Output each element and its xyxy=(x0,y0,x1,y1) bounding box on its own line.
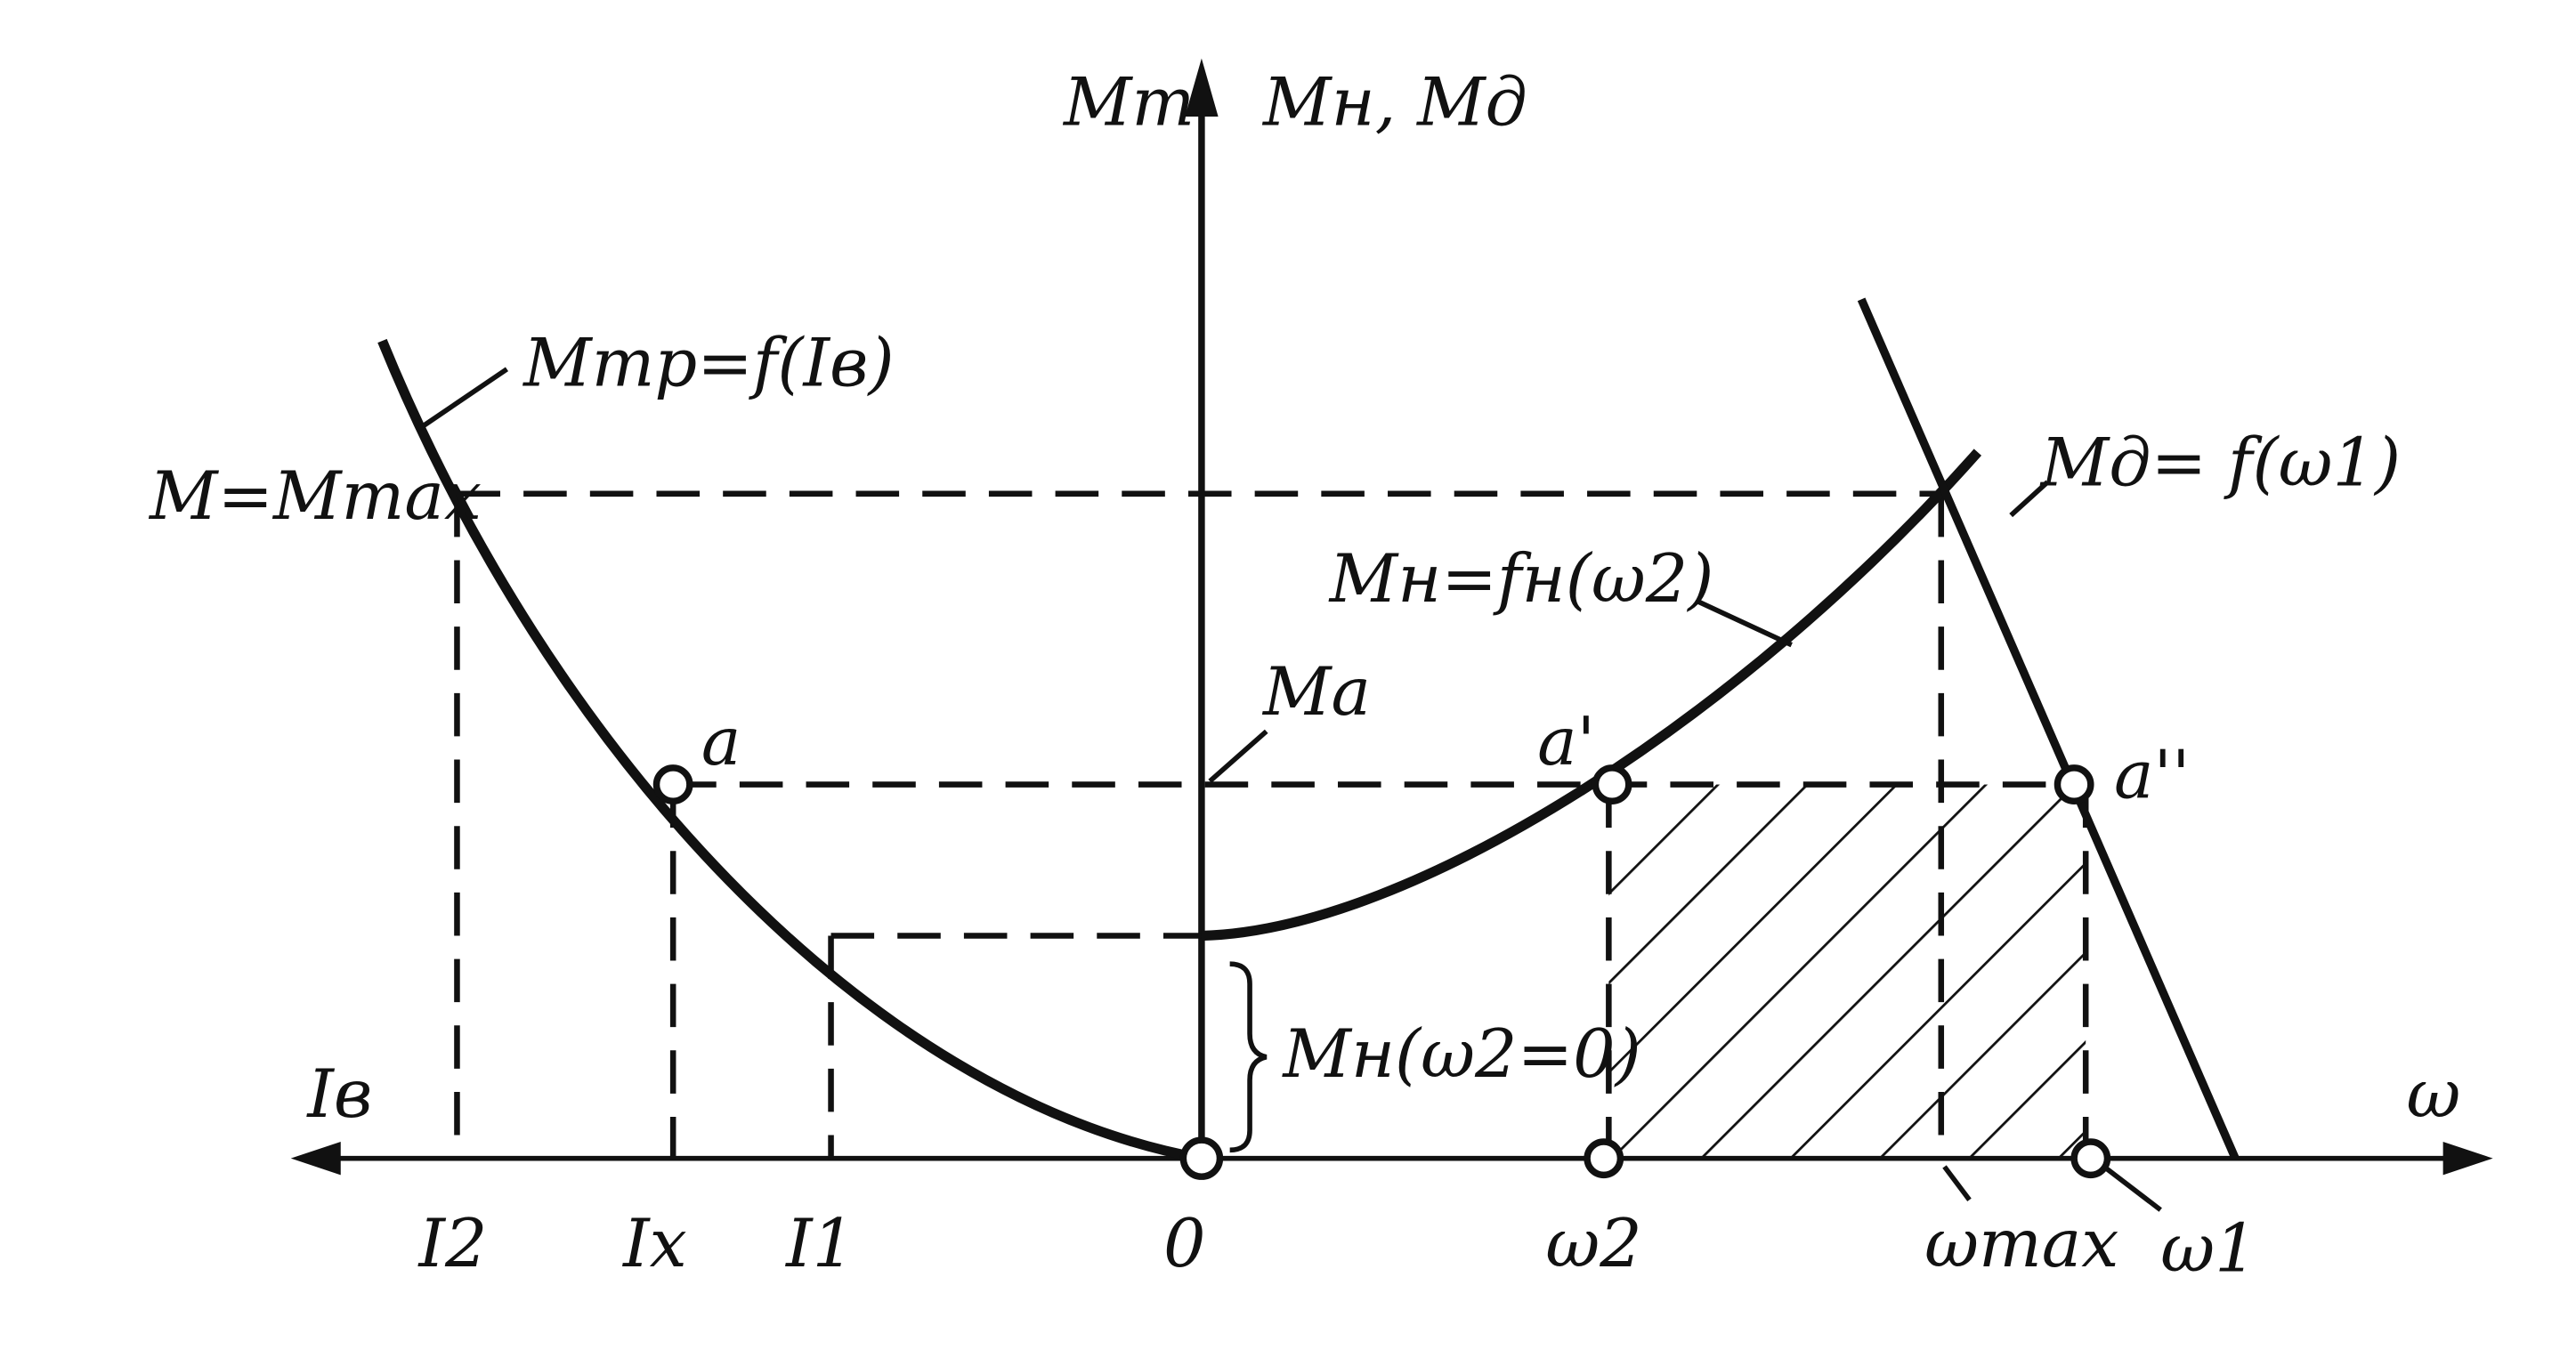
tick-label: 0 xyxy=(1163,1205,1206,1282)
curve-label: Mд= f(ω1) xyxy=(2039,424,2401,501)
arrow xyxy=(2442,1141,2493,1176)
engine-line xyxy=(1857,297,2240,1160)
curve-label: M=Mmax xyxy=(148,457,482,535)
point-label: a' xyxy=(1537,703,1595,780)
tick-label: ω2 xyxy=(1545,1205,1641,1282)
curve-label: Mн(ω2=0) xyxy=(1281,1015,1640,1093)
points xyxy=(652,764,2111,1180)
curve-label: Mн=fн(ω2) xyxy=(1328,540,1714,618)
point-label: a'' xyxy=(2114,736,2191,813)
axis-label: Mт xyxy=(1062,63,1195,141)
curve-label: Ma xyxy=(1261,653,1371,731)
axis-label: Iв xyxy=(305,1055,372,1133)
point-label: a xyxy=(701,703,741,780)
tick-label: Ix xyxy=(621,1205,687,1282)
tick-label: ω1 xyxy=(2160,1210,2256,1288)
arrow xyxy=(290,1141,341,1176)
arrow xyxy=(1185,58,1219,117)
axis-label: ω xyxy=(2407,1055,2461,1133)
hatched-area xyxy=(1608,784,2086,1159)
friction-curve xyxy=(377,338,1203,1164)
tick-label: I1 xyxy=(784,1205,855,1282)
axis-label: Mн, Mд xyxy=(1261,63,1527,141)
leaders xyxy=(417,367,2162,1212)
tick-label: I2 xyxy=(417,1205,488,1282)
curve-label: Mтр=f(Iв) xyxy=(522,324,895,401)
guides xyxy=(454,490,2089,1159)
load-curve xyxy=(1201,449,1982,942)
tick-label: ωmax xyxy=(1924,1205,2118,1282)
